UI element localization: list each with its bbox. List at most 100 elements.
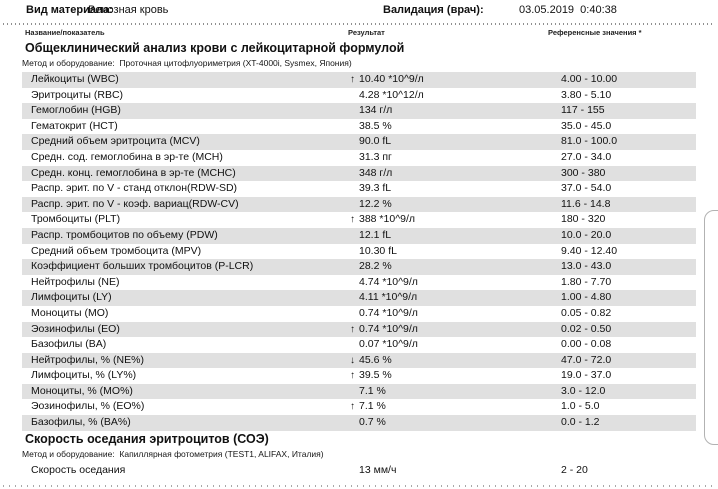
parameter-name: Распр. эрит. по V - коэф. вариац(RDW-CV)	[31, 197, 239, 210]
reference-range: 11.6 - 14.8	[561, 197, 611, 210]
result-row: Средний объем эритроцита (MCV) 90.0 fL 81.…	[22, 134, 696, 150]
result-value: 12.1 fL	[359, 228, 392, 241]
result-value: 10.40 *10^9/л	[359, 73, 424, 85]
result-row: Базофилы (BA) 0.07 *10^9/л 0.00 - 0.08	[22, 337, 696, 353]
reference-range: 4.00 - 10.00	[561, 73, 618, 85]
result-value: 0.07 *10^9/л	[359, 338, 418, 351]
arrow-down-icon: ↓	[350, 354, 355, 366]
result-row: Эозинофилы, % (EO%) ↑ 7.1 % 1.0 - 5.0	[22, 399, 696, 415]
validation-label: Валидация (врач):	[383, 4, 484, 16]
result-row: Нейтрофилы (NE) 4.74 *10^9/л 1.80 - 7.70	[22, 275, 696, 291]
result-row: Лейкоциты (WBC) ↑ 10.40 *10^9/л 4.00 - 10.0…	[22, 72, 696, 88]
parameter-name: Нейтрофилы (NE)	[31, 275, 120, 288]
reference-range: 1.0 - 5.0	[561, 400, 600, 413]
result-row: Эозинофилы (EO) ↑ 0.74 *10^9/л 0.02 - 0.50	[22, 321, 696, 338]
result-row: Моноциты, % (MO%) 7.1 % 3.0 - 12.0	[22, 383, 696, 400]
result-value: 13 мм/ч	[359, 464, 397, 476]
result-row: Средний объем тромбоцита (MPV) 10.30 fL 9.…	[22, 244, 696, 260]
reference-range: 27.0 - 34.0	[561, 150, 612, 163]
result-value: 348 г/л	[359, 166, 393, 179]
result-value: 39.5 %	[359, 369, 392, 382]
dotted-separator-top	[3, 23, 715, 25]
column-header-name: Название/показатель	[25, 28, 105, 37]
result-value: 10.30 fL	[359, 244, 397, 257]
parameter-name: Средний объем эритроцита (MCV)	[31, 135, 200, 148]
parameter-name: Средний объем тромбоцита (MPV)	[31, 244, 202, 257]
result-value: 4.11 *10^9/л	[359, 291, 418, 304]
parameter-name: Распр. эрит. по V - станд отклон(RDW-SD)	[31, 182, 238, 195]
right-edge-panel[interactable]	[704, 210, 718, 445]
parameter-name: Тромбоциты (PLT)	[31, 213, 121, 226]
parameter-name: Нейтрофилы, % (NE%)	[31, 353, 144, 366]
result-row: Средн. конц. гемоглобина в эр-те (MCHC) 3…	[22, 165, 696, 182]
result-row: Моноциты (MO) 0.74 *10^9/л 0.05 - 0.82	[22, 306, 696, 322]
reference-range: 0.0 - 1.2	[561, 416, 600, 429]
parameter-name: Эритроциты (RBC)	[31, 88, 124, 101]
parameter-name: Эозинофилы (EO)	[31, 322, 120, 335]
result-value: 7.1 %	[359, 384, 386, 397]
result-value: 38.5 %	[359, 119, 392, 132]
result-row: Распр. эрит. по V - коэф. вариац(RDW-CV)…	[22, 196, 696, 213]
reference-range: 2 - 20	[561, 464, 588, 476]
parameter-name: Лимфоциты (LY)	[31, 291, 112, 304]
reference-range: 37.0 - 54.0	[561, 182, 612, 195]
parameter-name: Эозинофилы, % (EO%)	[31, 400, 145, 413]
reference-range: 117 - 155	[561, 104, 605, 117]
parameter-name: Моноциты (MO)	[31, 306, 109, 319]
result-value: 45.6 %	[359, 353, 392, 366]
reference-range: 19.0 - 37.0	[561, 369, 612, 382]
result-value: 90.0 fL	[359, 135, 392, 148]
result-row: Распр. тромбоцитов по объему (PDW) 12.1 f…	[22, 227, 696, 244]
reference-range: 180 - 320	[561, 213, 606, 226]
column-header-result: Результат	[348, 28, 385, 37]
arrow-up-icon: ↑	[350, 401, 355, 413]
result-row: Коэффициент больших тромбоцитов (P-LCR) 2…	[22, 259, 696, 275]
reference-range: 0.00 - 0.08	[561, 338, 612, 351]
result-value: 388 *10^9/л	[359, 213, 416, 226]
dotted-separator-bottom	[3, 485, 715, 487]
result-value: 134 г/л	[359, 104, 393, 117]
arrow-up-icon: ↑	[350, 214, 355, 226]
parameter-name: Лейкоциты (WBC)	[31, 73, 119, 85]
result-row: Распр. эрит. по V - станд отклон(RDW-SD)…	[22, 181, 696, 197]
validation-datetime: 03.05.2019 0:40:38	[519, 4, 617, 16]
parameter-name: Распр. тромбоцитов по объему (PDW)	[31, 228, 218, 241]
section-esr: Скорость оседания эритроцитов (СОЭ) Мето…	[0, 431, 718, 479]
reference-range: 1.00 - 4.80	[561, 291, 612, 304]
parameter-name: Моноциты, % (MO%)	[31, 384, 133, 397]
reference-range: 3.0 - 12.0	[561, 384, 606, 397]
result-row: Эритроциты (RBC) 4.28 *10^12/л 3.80 - 5.10	[22, 88, 696, 104]
result-row: Базофилы, % (BA%) 0.7 % 0.0 - 1.2	[22, 415, 696, 431]
section-title: Общеклинический анализ крови с лейкоцита…	[25, 41, 405, 55]
result-value: 0.74 *10^9/л	[359, 322, 418, 335]
result-row: Лимфоциты, % (LY%) ↑ 39.5 % 19.0 - 37.0	[22, 368, 696, 384]
results-table: Лейкоциты (WBC) ↑ 10.40 *10^9/л 4.00 - 10.0…	[22, 72, 696, 431]
result-value: 31.3 пг	[359, 150, 392, 163]
result-row: Гематокрит (HCT) 38.5 % 35.0 - 45.0	[22, 119, 696, 135]
reference-range: 1.80 - 7.70	[561, 275, 612, 288]
reference-range: 3.80 - 5.10	[561, 88, 612, 101]
section-cbc: Общеклинический анализ крови с лейкоцита…	[0, 40, 718, 431]
reference-range: 13.0 - 43.0	[561, 260, 612, 273]
result-row: Гемоглобин (HGB) 134 г/л 117 - 155	[22, 103, 696, 119]
result-value: 4.74 *10^9/л	[359, 275, 418, 288]
parameter-name: Гематокрит (HCT)	[31, 119, 118, 132]
section-title: Скорость оседания эритроцитов (СОЭ)	[25, 432, 269, 446]
reference-range: 47.0 - 72.0	[561, 353, 612, 366]
parameter-name: Базофилы, % (BA%)	[31, 416, 131, 429]
result-row: Тромбоциты (PLT) ↑ 388 *10^9/л 180 - 320	[22, 212, 696, 228]
method-line: Метод и оборудование: Проточная цитофлуо…	[22, 58, 352, 68]
parameter-name: Скорость оседания	[31, 464, 126, 476]
material-type-label: Вид материала:	[26, 4, 113, 16]
method-line: Метод и оборудование: Капиллярная фотоме…	[22, 449, 324, 459]
result-value: 0.7 %	[359, 416, 386, 429]
arrow-up-icon: ↑	[350, 323, 355, 335]
parameter-name: Коэффициент больших тромбоцитов (P-LCR)	[31, 260, 254, 273]
result-row: Нейтрофилы, % (NE%) ↓ 45.6 % 47.0 - 72.0	[22, 352, 696, 369]
result-value: 0.74 *10^9/л	[359, 306, 418, 319]
result-value: 12.2 %	[359, 197, 392, 210]
result-row: Лимфоциты (LY) 4.11 *10^9/л 1.00 - 4.80	[22, 290, 696, 306]
parameter-name: Гемоглобин (HGB)	[31, 104, 121, 117]
arrow-up-icon: ↑	[350, 370, 355, 382]
